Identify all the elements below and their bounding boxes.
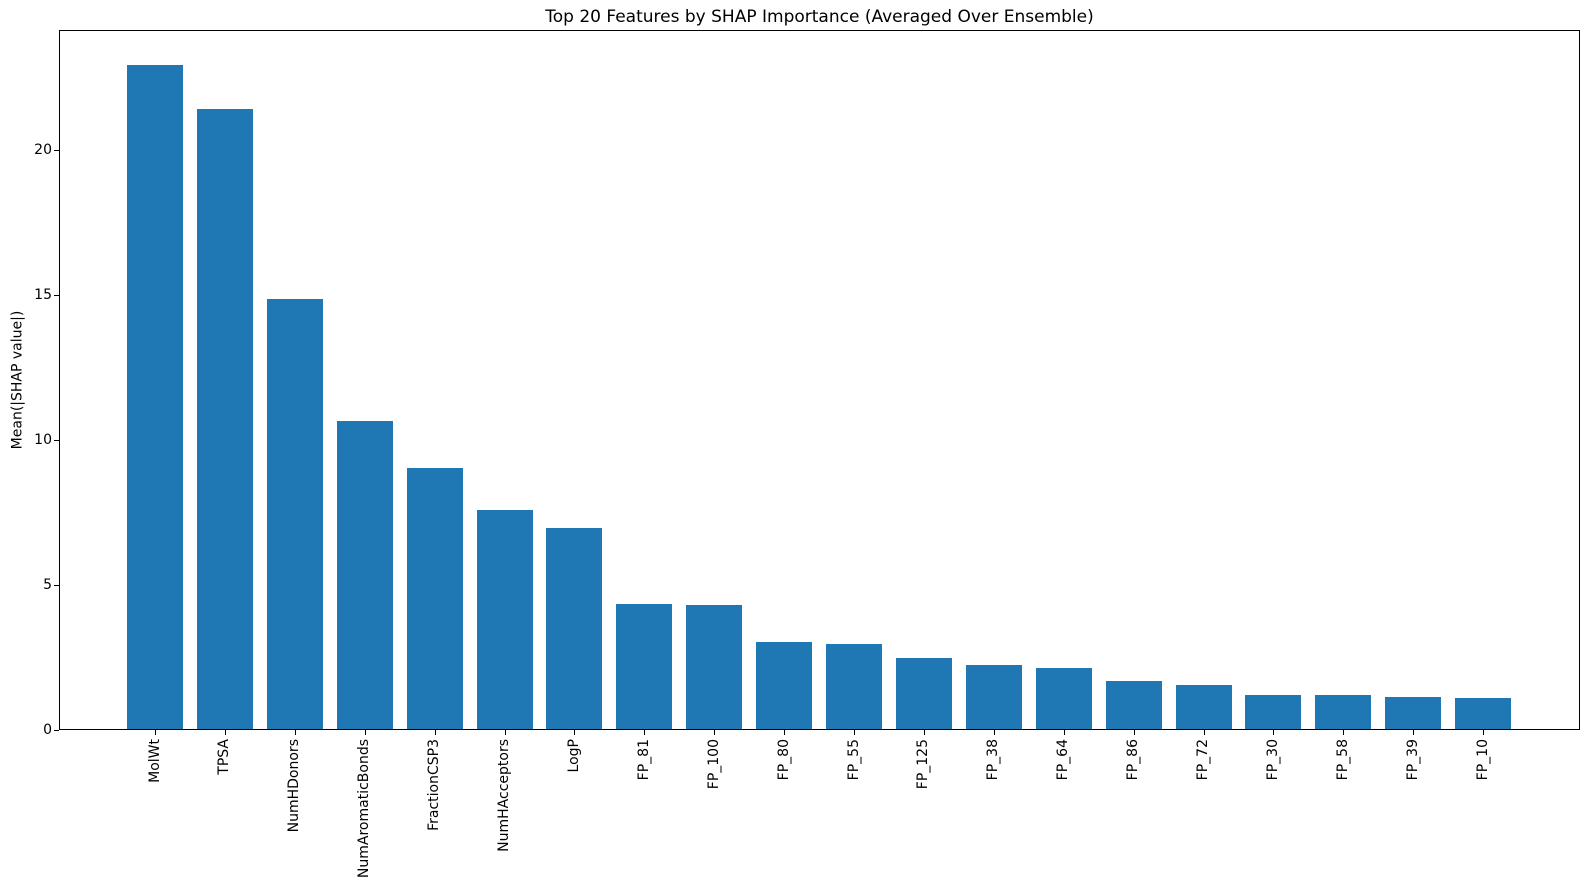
y-tick-mark [54, 150, 59, 152]
x-tick-label: FP_38 [985, 739, 1002, 781]
x-tick-mark [155, 730, 156, 735]
x-tick-label: FP_64 [1055, 739, 1072, 781]
y-tick-mark [54, 585, 59, 586]
y-tick-mark [54, 295, 59, 297]
x-tick-mark [294, 730, 296, 735]
x-tick-label: FP_100 [705, 739, 722, 790]
bar-NumAromaticBonds [336, 421, 393, 730]
x-tick-label: FP_72 [1195, 739, 1211, 781]
x-tick-mark [1133, 730, 1135, 735]
x-tick-label: NumHAcceptors [496, 739, 512, 852]
x-tick-mark [224, 730, 226, 735]
x-tick-mark [1273, 730, 1275, 735]
bar-FP_100 [686, 605, 743, 730]
bar-NumHAcceptors [476, 509, 533, 730]
x-tick-mark [1203, 730, 1205, 735]
bar-FP_80 [756, 641, 813, 730]
bar-NumHDonors [266, 299, 323, 730]
y-tick-label: 10 [34, 432, 52, 449]
x-tick-mark [1063, 730, 1065, 735]
x-tick-label: TPSA [216, 739, 233, 775]
bar-FP_10 [1455, 698, 1512, 730]
x-tick-label: LogP [565, 739, 582, 773]
x-tick-mark [854, 730, 855, 735]
bar-FP_30 [1245, 695, 1302, 730]
y-tick-mark [54, 440, 59, 442]
x-tick-label: FP_55 [845, 739, 862, 781]
x-tick-mark [714, 730, 716, 735]
x-tick-label: FP_39 [1404, 739, 1421, 781]
bar-FP_58 [1315, 695, 1372, 730]
x-tick-label: FP_125 [915, 739, 932, 790]
x-tick-label: FractionCSP3 [426, 739, 443, 831]
bar-MolWt [127, 64, 183, 730]
x-tick-label: FP_30 [1264, 739, 1281, 781]
bar-FP_125 [895, 657, 952, 730]
x-tick-label: NumHDonors [286, 739, 303, 833]
x-tick-mark [364, 730, 366, 735]
x-tick-label: FP_81 [635, 739, 652, 781]
bar-FP_81 [616, 603, 673, 730]
x-tick-mark [434, 730, 436, 735]
bar-LogP [546, 528, 603, 730]
y-tick-label: 20 [34, 142, 52, 159]
x-tick-mark [784, 730, 786, 735]
bar-FP_86 [1105, 680, 1162, 730]
x-tick-mark [1483, 730, 1485, 735]
bar-FP_38 [965, 664, 1022, 730]
y-axis-label: Mean(|SHAP value|) [9, 310, 26, 450]
x-tick-mark [1343, 730, 1345, 735]
x-tick-mark [574, 730, 576, 735]
x-tick-label: FP_80 [775, 739, 792, 781]
bar-TPSA [196, 109, 253, 730]
y-tick-label: 0 [43, 722, 52, 738]
x-tick-mark [993, 730, 995, 735]
y-tick-label: 5 [43, 577, 52, 593]
bar-FractionCSP3 [406, 467, 463, 730]
x-tick-mark [923, 730, 925, 735]
x-tick-label: MolWt [146, 739, 163, 783]
x-tick-mark [504, 730, 506, 735]
bar-FP_55 [826, 644, 882, 730]
bar-FP_72 [1175, 685, 1232, 730]
x-tick-mark [644, 730, 646, 735]
y-tick-mark [54, 730, 59, 731]
x-tick-label: NumAromaticBonds [356, 739, 373, 879]
x-tick-mark [1413, 730, 1415, 735]
x-tick-label: FP_10 [1474, 739, 1491, 781]
x-tick-label: FP_86 [1125, 739, 1142, 781]
x-tick-label: FP_58 [1334, 739, 1351, 781]
y-tick-label: 15 [34, 287, 52, 304]
bar-FP_39 [1385, 696, 1442, 730]
chart-title: Top 20 Features by SHAP Importance (Aver… [545, 7, 1094, 27]
bar-FP_64 [1035, 667, 1092, 730]
